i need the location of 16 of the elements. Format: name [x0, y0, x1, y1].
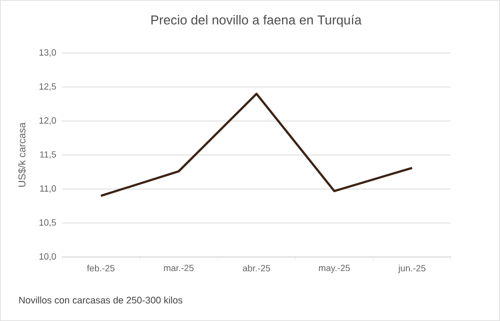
y-tick-label: 12,0	[40, 117, 56, 125]
line-series	[100, 92, 414, 197]
x-tick-label: jun.-25	[398, 264, 426, 274]
x-tick-label: abr.-25	[242, 264, 270, 272]
y-tick-label: 11,5	[40, 151, 56, 159]
y-tick-label: 13,0	[40, 49, 56, 57]
y-tick-label: 10,0	[40, 253, 56, 261]
x-tick-label: feb.-25	[87, 264, 115, 272]
y-tick-label: 12,5	[40, 83, 56, 91]
x-tick-label: mar.-25	[164, 264, 194, 272]
x-tick-label: may.-25	[318, 264, 350, 273]
y-axis-title: US$/k carcasa	[18, 122, 26, 187]
y-tick-label: 10,5	[40, 219, 56, 227]
text: Novillos con carcasas de 250-300 kilos	[19, 296, 182, 304]
y-tick-label: 11,0	[40, 185, 56, 193]
chart-title: Precio del novillo a faena en Turquía	[151, 14, 362, 28]
